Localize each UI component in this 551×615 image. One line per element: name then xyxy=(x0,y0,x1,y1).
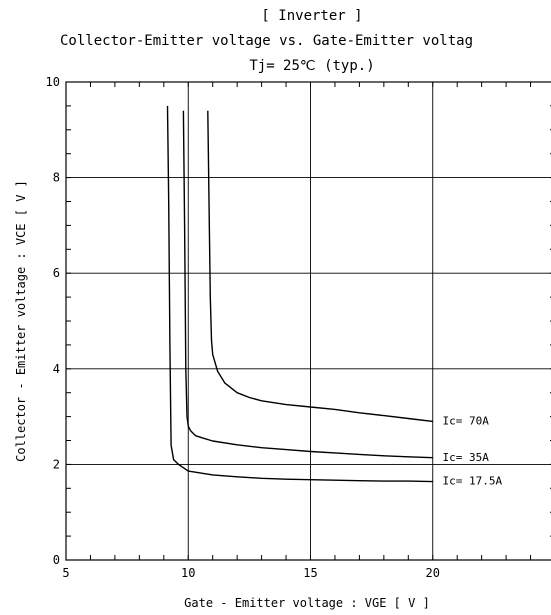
y-tick-label: 10 xyxy=(46,75,60,89)
annotations: Ic= 70A Ic= 35A Ic= 17.5A xyxy=(443,414,503,487)
chart-condition: Tj= 25℃ (typ.) xyxy=(249,58,374,74)
series-line xyxy=(207,110,433,423)
x-tick-label: 20 xyxy=(426,566,440,580)
y-tick-label: 6 xyxy=(53,266,60,280)
tick-labels: 510152020246810 xyxy=(46,75,440,580)
chart-title: [ Inverter ] xyxy=(261,8,362,24)
grid xyxy=(66,82,551,560)
plot-frame xyxy=(65,81,551,561)
y-tick-label: 8 xyxy=(53,171,60,185)
x-tick-label: 10 xyxy=(181,566,195,580)
series-annotation: Ic= 35A xyxy=(443,451,490,464)
series-annotation: Ic= 70A xyxy=(443,414,490,427)
y-tick-label: 4 xyxy=(53,362,60,376)
y-axis-label: Collector - Emitter voltage : VCE [ V ] xyxy=(14,180,28,462)
series-line xyxy=(166,105,433,483)
x-axis-label: Gate - Emitter voltage : VGE [ V ] xyxy=(184,596,430,610)
series xyxy=(166,105,433,483)
chart-subtitle: Collector-Emitter voltage vs. Gate-Emitt… xyxy=(60,33,473,49)
y-tick-label: 0 xyxy=(53,553,60,567)
x-tick-label: 15 xyxy=(303,566,317,580)
ticks xyxy=(65,81,551,561)
y-tick-label: 2 xyxy=(53,457,60,471)
series-line xyxy=(182,110,433,459)
series-annotation: Ic= 17.5A xyxy=(443,475,503,488)
x-tick-label: 5 xyxy=(62,566,69,580)
